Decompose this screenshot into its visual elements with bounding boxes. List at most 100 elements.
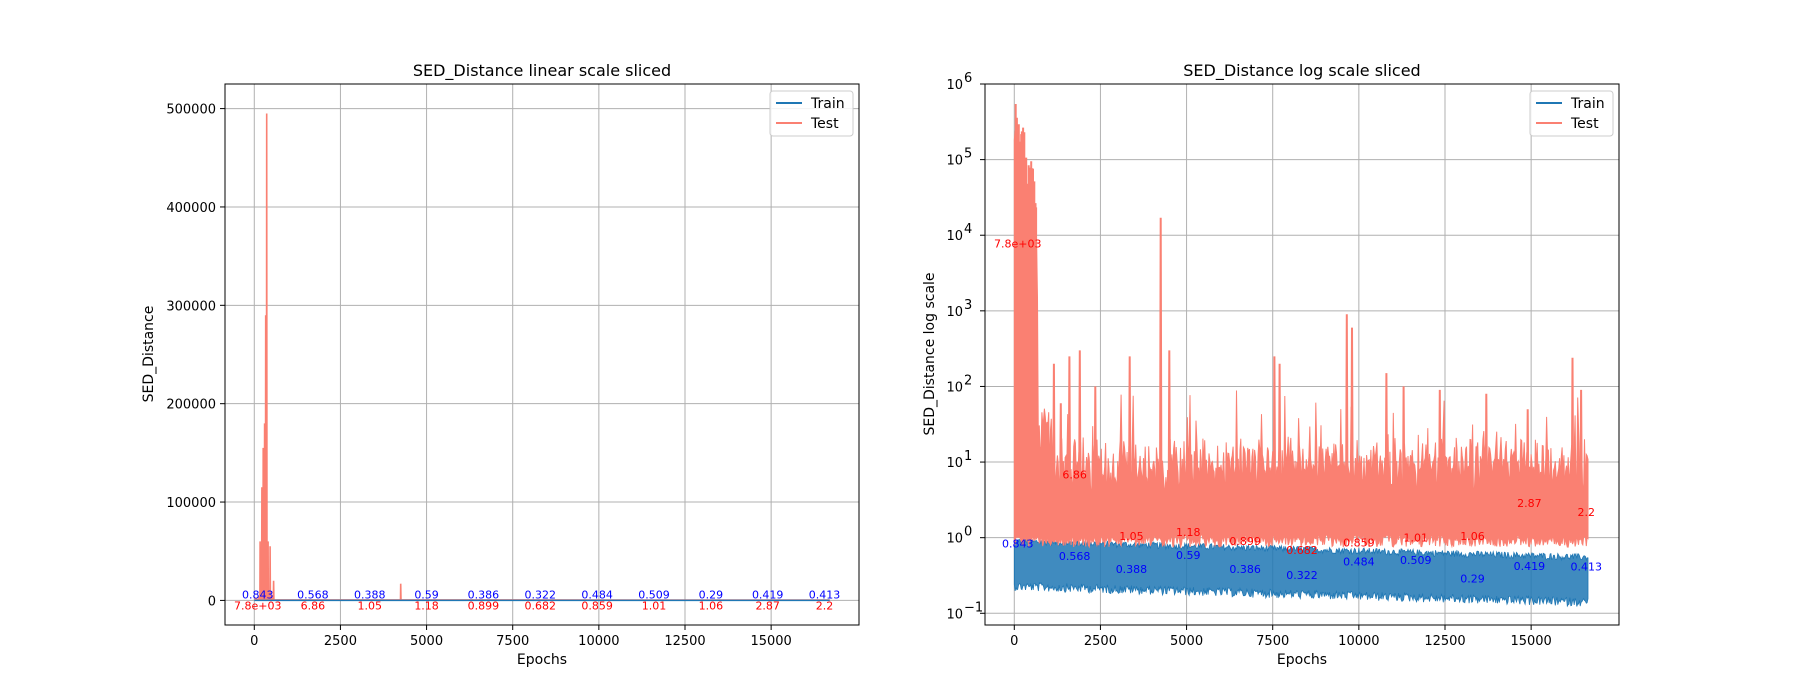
x-tick-label: 10000	[578, 634, 619, 649]
log-chart-annotations: 0.843 0.568 0.388 0.59 0.386 0.322 0.484 0.509 0…	[994, 237, 1602, 585]
y-tick-label: 200000	[166, 398, 216, 413]
legend-test-label: Test	[1570, 116, 1599, 132]
train-value-annotation: 0.388	[354, 588, 386, 601]
log-chart-x-label: Epochs	[1277, 652, 1327, 668]
train-value-annotation: 0.843	[1002, 537, 1034, 550]
x-tick-label: 15000	[750, 634, 791, 649]
log-chart-panel: SED_Distance log scale sliced 0.843 0.568…	[922, 61, 1620, 668]
y-tick-label: 10	[946, 456, 963, 471]
x-tick-label: 10000	[1338, 634, 1379, 649]
y-tick-label: 400000	[166, 201, 216, 216]
test-value-annotation: 6.86	[1062, 468, 1087, 481]
train-value-annotation: 0.388	[1116, 563, 1148, 576]
test-value-annotation: 2.87	[1517, 497, 1542, 510]
test-value-annotation: 1.05	[1119, 530, 1144, 543]
test-value-annotation: 6.86	[301, 599, 326, 612]
test-series-spikes	[1014, 104, 1583, 538]
y-tick-label: 10	[946, 229, 963, 244]
linear-chart-axes-frame	[224, 83, 860, 626]
train-value-annotation: 0.509	[638, 588, 670, 601]
linear-chart-plot-area	[254, 113, 830, 602]
train-value-annotation: 0.509	[1400, 554, 1432, 567]
train-value-annotation: 0.322	[525, 588, 557, 601]
y-tick-exponent: 4	[964, 222, 972, 237]
y-tick-label: 10	[946, 380, 963, 395]
log-chart-axes-frame	[984, 83, 1620, 626]
y-tick-exponent: 3	[964, 298, 972, 313]
train-value-annotation: 0.413	[809, 588, 841, 601]
x-tick-label: 2500	[324, 634, 357, 649]
test-value-annotation: 2.2	[816, 599, 834, 612]
test-value-annotation: 1.01	[642, 599, 667, 612]
linear-chart-annotations: 0.843 0.568 0.388 0.59 0.386 0.322 0.484 0.509 0…	[234, 588, 840, 612]
y-tick-label: 10	[946, 154, 963, 169]
test-value-annotation: 0.899	[468, 599, 500, 612]
test-value-annotation: 2.87	[755, 599, 780, 612]
linear-chart-x-label: Epochs	[517, 652, 567, 668]
test-series-band	[1013, 130, 1589, 549]
log-chart-legend: Train Test	[1529, 90, 1614, 137]
y-tick-exponent: 5	[964, 147, 972, 162]
y-tick-label: 500000	[166, 103, 216, 118]
test-value-annotation: 0.859	[581, 599, 613, 612]
train-value-annotation: 0.386	[1229, 563, 1261, 576]
x-tick-label: 2500	[1084, 634, 1117, 649]
linear-chart-y-label: SED_Distance	[141, 306, 157, 403]
train-value-annotation: 0.568	[1059, 550, 1091, 563]
train-value-annotation: 0.29	[699, 588, 724, 601]
y-tick-exponent: 0	[964, 525, 972, 540]
y-tick-label: 10	[946, 78, 963, 93]
test-value-annotation: 7.8e+03	[234, 599, 281, 612]
train-value-annotation: 0.484	[1343, 556, 1375, 569]
train-value-annotation: 0.413	[1571, 561, 1603, 574]
train-value-annotation: 0.29	[1460, 572, 1485, 585]
train-value-annotation: 0.59	[414, 588, 439, 601]
y-tick-label: 10	[946, 532, 963, 547]
legend-train-label: Train	[810, 96, 845, 112]
test-value-annotation: 1.05	[357, 599, 382, 612]
test-value-annotation: 0.682	[1286, 544, 1318, 557]
linear-chart-panel: SED_Distance linear scale sliced 0.843 0.…	[141, 61, 860, 668]
test-value-annotation: 7.8e+03	[994, 237, 1041, 250]
y-tick-label: 10	[946, 607, 963, 622]
x-tick-label: 0	[1010, 634, 1018, 649]
train-value-annotation: 0.484	[581, 588, 613, 601]
test-value-annotation: 1.18	[1176, 526, 1201, 539]
log-chart-plot-area	[1013, 104, 1589, 608]
test-value-annotation: 0.859	[1343, 537, 1375, 550]
y-tick-label: 10	[946, 305, 963, 320]
test-value-annotation: 0.899	[1229, 535, 1261, 548]
test-value-annotation: 2.2	[1578, 506, 1596, 519]
x-tick-label: 7500	[496, 634, 529, 649]
train-value-annotation: 0.322	[1286, 569, 1318, 582]
x-tick-label: 12500	[664, 634, 705, 649]
train-value-annotation: 0.568	[297, 588, 329, 601]
train-value-annotation: 0.419	[1514, 560, 1546, 573]
linear-chart-y-ticks: 0 100000 200000 300000 400000 500000	[166, 103, 225, 609]
x-tick-label: 7500	[1256, 634, 1289, 649]
train-value-annotation: 0.59	[1176, 549, 1201, 562]
x-tick-label: 15000	[1510, 634, 1551, 649]
x-tick-label: 5000	[410, 634, 443, 649]
legend-train-label: Train	[1570, 96, 1605, 112]
y-tick-exponent: −1	[964, 600, 983, 615]
y-tick-label: 100000	[166, 496, 216, 511]
test-value-annotation: 0.682	[525, 599, 557, 612]
y-tick-exponent: 6	[964, 71, 972, 86]
test-value-annotation: 1.01	[1403, 531, 1428, 544]
y-tick-exponent: 2	[964, 373, 972, 388]
train-value-annotation: 0.419	[752, 588, 784, 601]
x-tick-label: 0	[250, 634, 258, 649]
log-chart-y-label: SED_Distance log scale	[922, 272, 938, 435]
test-value-annotation: 1.18	[414, 599, 439, 612]
y-tick-exponent: 1	[964, 449, 972, 464]
linear-chart-legend: Train Test	[769, 90, 854, 137]
train-series-band	[1013, 537, 1589, 608]
y-tick-label: 300000	[166, 299, 216, 314]
log-chart-title: SED_Distance log scale sliced	[1183, 61, 1420, 81]
x-tick-label: 12500	[1424, 634, 1465, 649]
test-value-annotation: 1.06	[699, 599, 724, 612]
x-tick-label: 5000	[1170, 634, 1203, 649]
